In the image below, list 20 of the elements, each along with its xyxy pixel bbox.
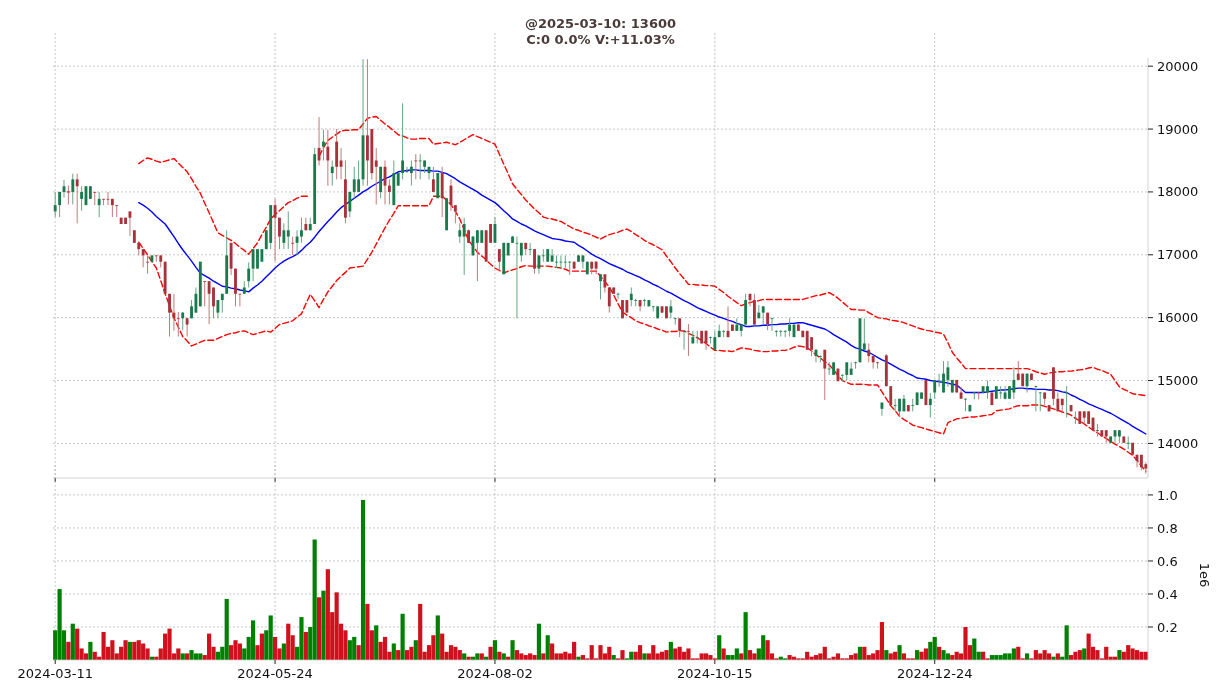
y-tick-label: 0.2 <box>1157 619 1178 635</box>
y-tick-label: 15000 <box>1157 373 1199 389</box>
y-tick-label: 18000 <box>1157 184 1199 200</box>
y-tick-label: 16000 <box>1157 310 1199 326</box>
y-tick-label: 0.4 <box>1157 586 1178 602</box>
x-tick-label: 2024-08-02 <box>457 666 533 681</box>
y-tick-label: 17000 <box>1157 247 1199 263</box>
chart-title: @2025-03-10: 13600 <box>524 16 677 31</box>
y-tick-label: 19000 <box>1157 121 1199 137</box>
chart-subtitle: C:0 0.0% V:+11.03% <box>526 32 675 47</box>
x-tick-label: 2024-03-11 <box>17 666 93 681</box>
y-tick-label: 0.8 <box>1157 520 1178 536</box>
y-tick-label: 1.0 <box>1157 487 1178 503</box>
x-tick-label: 2024-10-15 <box>677 666 753 681</box>
y-tick-label: 20000 <box>1157 58 1199 74</box>
x-tick-label: 2024-05-24 <box>237 666 313 681</box>
y-tick-label: 0.6 <box>1157 553 1178 569</box>
y-tick-label: 14000 <box>1157 435 1199 451</box>
y-axis-title: 1e6 <box>1197 562 1212 588</box>
x-tick-label: 2024-12-24 <box>896 666 973 681</box>
